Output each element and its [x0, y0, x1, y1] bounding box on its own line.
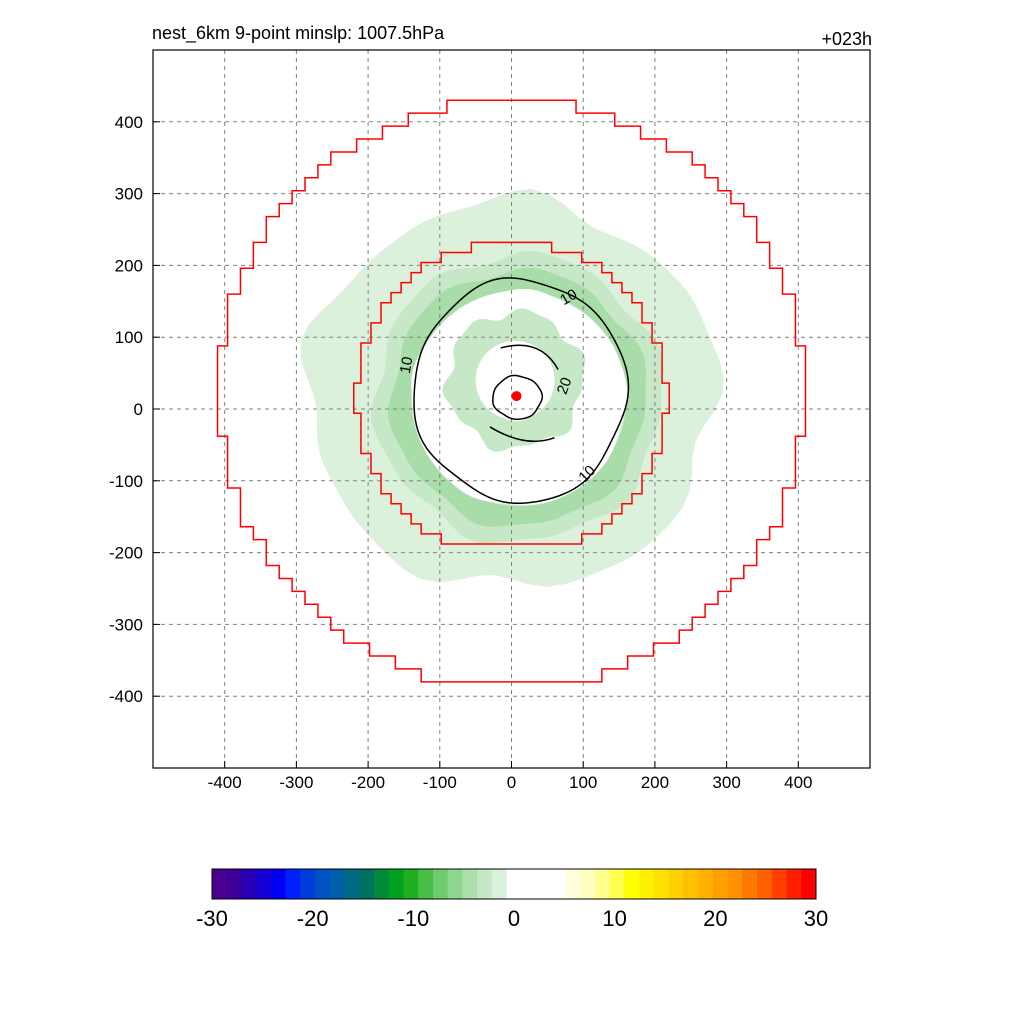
y-tick-label: 200: [115, 256, 143, 275]
colorbar-swatch: [403, 869, 419, 899]
x-tick-label: 400: [784, 773, 812, 792]
colorbar-swatch: [595, 869, 611, 899]
colorbar-tick-label: -20: [297, 906, 329, 931]
colorbar-tick-label: -30: [196, 906, 228, 931]
y-tick-label: 0: [134, 400, 143, 419]
colorbar-swatch: [521, 869, 537, 899]
x-tick-label: 100: [569, 773, 597, 792]
y-tick-label: 400: [115, 113, 143, 132]
contour-line-10: [413, 277, 630, 505]
colorbar-swatch: [300, 869, 316, 899]
colorbar-swatch: [344, 869, 360, 899]
contour-line-20-arc-top: [500, 344, 559, 370]
colorbar-swatch: [506, 869, 522, 899]
colorbar-swatch: [786, 869, 802, 899]
colorbar-swatch: [771, 869, 788, 899]
x-tick-label: -400: [208, 773, 242, 792]
colorbar-swatch: [742, 869, 758, 899]
colorbar-swatch: [477, 869, 493, 899]
x-tick-label: 0: [507, 773, 516, 792]
colorbar-frame: [211, 868, 817, 900]
colorbar-swatch: [418, 869, 434, 899]
colorbar-tick-label: 0: [508, 906, 520, 931]
y-tick-label: -100: [109, 472, 143, 491]
colorbar-swatch: [374, 869, 390, 899]
colorbar-swatch: [712, 869, 729, 899]
colorbar-swatch: [668, 869, 684, 899]
colorbar-swatch: [609, 869, 625, 899]
colorbar-swatch: [565, 869, 581, 899]
x-tick-label: -200: [351, 773, 385, 792]
colorbar-swatch: [727, 869, 743, 899]
forecast-hour-label: +023h: [821, 29, 872, 49]
contour-line-20: [492, 374, 544, 421]
storm-center-marker: [511, 391, 522, 402]
colorbar-swatch: [491, 869, 508, 899]
colorbar-swatch: [698, 869, 714, 899]
colorbar-swatch: [256, 869, 272, 899]
colorbar-swatch: [447, 869, 463, 899]
contour-label-10-left: 10: [397, 355, 417, 374]
shading-inner-band: [442, 308, 586, 452]
inner-domain-boundary: [353, 241, 670, 545]
y-tick-label: -200: [109, 544, 143, 563]
colorbar-swatch: [653, 869, 670, 899]
colorbar: -30 -20 -10 0 10 20 30: [196, 868, 828, 931]
colorbar-swatch: [801, 869, 817, 899]
colorbar-tick-label: 10: [602, 906, 626, 931]
contour-line-20-arc-bottom: [489, 426, 555, 443]
colorbar-tick-label: 30: [804, 906, 828, 931]
colorbar-swatch: [550, 869, 567, 899]
chart-title: nest_6km 9-point minslp: 1007.5hPa: [152, 23, 445, 44]
colorbar-swatch: [624, 869, 640, 899]
colorbar-swatch: [315, 869, 331, 899]
outer-domain-boundary: [216, 99, 807, 683]
x-tick-label: -300: [279, 773, 313, 792]
colorbar-swatch: [226, 869, 242, 899]
colorbar-swatch: [241, 869, 257, 899]
colorbar-tick-label: 20: [703, 906, 727, 931]
colorbar-swatch: [580, 869, 596, 899]
y-tick-label: 300: [115, 185, 143, 204]
colorbar-swatch: [462, 869, 478, 899]
x-tick-label: 300: [712, 773, 740, 792]
colorbar-tick-label: -10: [397, 906, 429, 931]
y-tick-label: -300: [109, 615, 143, 634]
contour-label-20: 20: [554, 375, 576, 396]
y-tick-label: -400: [109, 687, 143, 706]
colorbar-swatch: [212, 869, 228, 899]
colorbar-swatch: [683, 869, 699, 899]
contour-label-10-top: 10: [557, 286, 580, 309]
colorbar-swatch: [432, 869, 449, 899]
colorbar-swatch: [329, 869, 346, 899]
colorbar-swatch: [536, 869, 552, 899]
colorbar-swatch: [388, 869, 405, 899]
x-tick-label: -100: [423, 773, 457, 792]
x-tick-label: 200: [641, 773, 669, 792]
colorbar-swatch: [639, 869, 655, 899]
colorbar-swatch: [359, 869, 375, 899]
colorbar-swatch: [285, 869, 301, 899]
y-tick-label: 100: [115, 328, 143, 347]
colorbar-swatch: [270, 869, 287, 899]
colorbar-swatch: [757, 869, 773, 899]
